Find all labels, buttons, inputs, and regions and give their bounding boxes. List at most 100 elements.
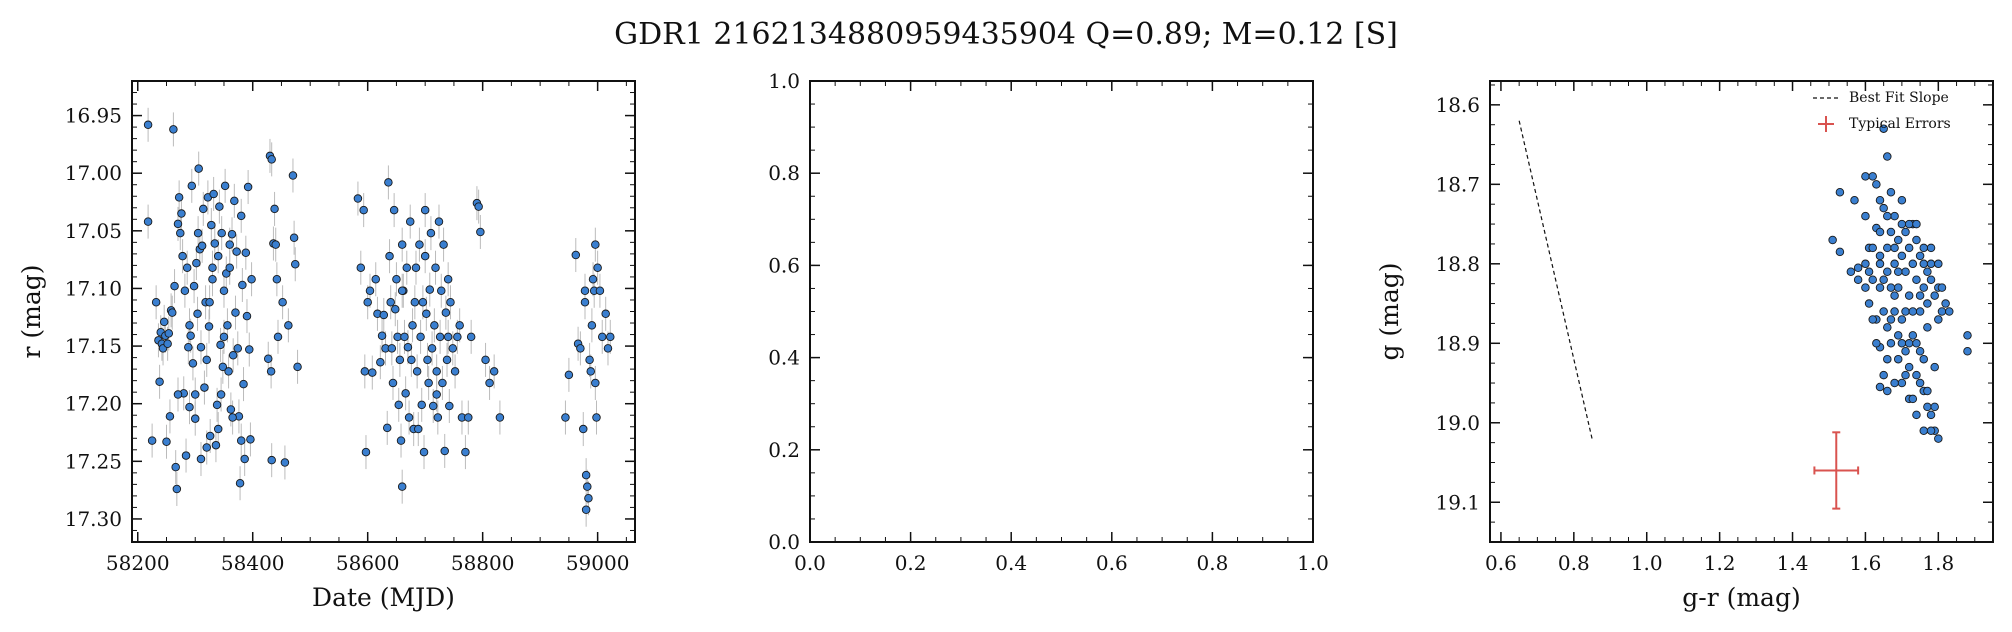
data-point: [205, 298, 214, 307]
data-point: [450, 367, 460, 376]
data-point: [1890, 291, 1899, 300]
data-point: [174, 193, 184, 202]
data-point: [360, 367, 370, 376]
data-point: [422, 309, 431, 319]
data-point: [410, 298, 420, 307]
data-point: [1923, 299, 1932, 308]
data-point: [1879, 370, 1888, 380]
data-point: [423, 355, 432, 365]
data-point: [1915, 251, 1925, 261]
data-point: [1941, 299, 1950, 308]
data-point: [246, 435, 255, 444]
data-point: [431, 263, 440, 272]
data-point: [1828, 235, 1837, 245]
data-point: [445, 401, 454, 411]
data-point: [396, 436, 406, 445]
y-tick-label: 1.0: [768, 69, 800, 93]
data-point: [401, 389, 410, 398]
data-point: [1912, 410, 1921, 420]
data-point: [455, 321, 464, 330]
data-point: [585, 355, 594, 365]
data-point: [359, 205, 368, 215]
x-tick-label: 1.6: [1850, 551, 1882, 575]
data-point: [430, 321, 439, 330]
data-point: [230, 196, 239, 206]
data-point: [417, 400, 426, 410]
data-point: [411, 263, 421, 272]
plot-frame: [1489, 80, 1994, 543]
data-point: [187, 181, 197, 191]
data-point: [173, 390, 183, 399]
data-point: [218, 362, 228, 372]
data-point: [1883, 152, 1892, 161]
data-point: [1901, 346, 1910, 356]
data-point: [580, 286, 590, 296]
data-point: [1872, 180, 1881, 189]
data-point: [489, 367, 499, 376]
y-tick-label: 0.2: [768, 438, 800, 462]
y-tick-label: 18.8: [1435, 252, 1480, 276]
data-point: [143, 120, 153, 130]
data-point: [432, 367, 441, 376]
data-point: [1912, 275, 1921, 284]
data-point: [397, 286, 407, 296]
data-point: [211, 440, 221, 450]
data-point: [1897, 219, 1907, 229]
data-point: [1901, 227, 1910, 237]
data-point: [226, 405, 236, 414]
data-point: [1864, 299, 1874, 308]
data-point: [227, 230, 237, 239]
data-point: [219, 286, 229, 296]
data-point: [192, 258, 201, 268]
data-point: [595, 286, 605, 296]
data-point: [593, 263, 602, 272]
data-point: [190, 390, 200, 399]
data-point: [1853, 263, 1863, 273]
data-point: [1883, 211, 1892, 221]
data-point: [419, 447, 429, 457]
data-point: [225, 240, 234, 249]
data-point: [368, 368, 377, 377]
data-point: [1886, 188, 1896, 197]
data-point: [212, 400, 222, 410]
y-tick-label: 0.8: [768, 161, 800, 185]
data-point: [388, 378, 398, 388]
data-point: [210, 239, 220, 248]
data-point: [216, 390, 226, 399]
data-point: [208, 274, 217, 284]
data-point: [1893, 267, 1903, 277]
x-tick-label: 58600: [336, 551, 400, 575]
data-point: [386, 298, 395, 307]
x-tick-label: 1.8: [1922, 551, 1954, 575]
data-point: [394, 400, 403, 410]
data-point: [356, 263, 366, 272]
data-point: [382, 423, 392, 433]
data-point: [395, 355, 405, 365]
data-point: [189, 281, 199, 291]
data-point: [1890, 259, 1899, 269]
data-point: [271, 240, 280, 249]
data-point: [1926, 275, 1936, 284]
data-point: [1945, 307, 1954, 316]
data-point: [427, 344, 437, 353]
data-point: [363, 298, 372, 307]
y-tick-label: 16.95: [65, 104, 122, 128]
data-point: [1883, 243, 1892, 253]
y-tick-label: 17.10: [65, 276, 122, 300]
data-point: [1861, 211, 1870, 221]
data-point: [1912, 219, 1921, 229]
data-point: [1908, 307, 1918, 316]
data-point: [263, 354, 273, 364]
data-point: [213, 424, 223, 434]
data-point: [159, 317, 169, 327]
data-point: [446, 298, 455, 307]
data-point: [1923, 267, 1932, 277]
data-point: [1868, 172, 1877, 181]
data-point: [208, 263, 217, 272]
data-point: [1883, 386, 1892, 396]
data-point: [232, 247, 241, 256]
data-point: [239, 379, 248, 389]
data-point: [1875, 283, 1885, 292]
data-point: [1963, 331, 1972, 340]
